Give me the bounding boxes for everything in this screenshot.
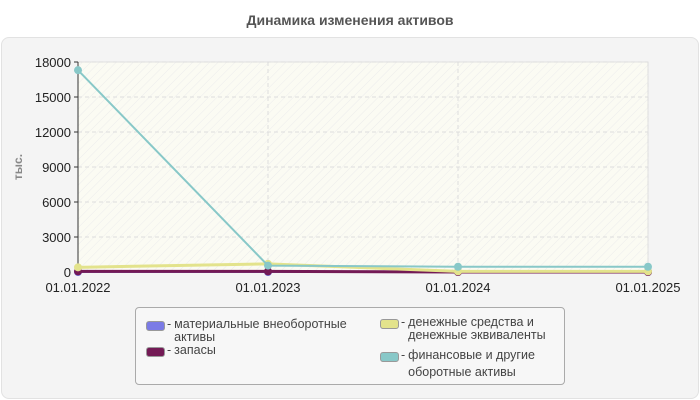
legend-swatch-icon xyxy=(146,347,165,357)
legend-label: денежные средства и денежные эквиваленты xyxy=(408,315,546,342)
y-tick-label: 15000 xyxy=(35,90,71,105)
x-tick-label: 01.01.2025 xyxy=(615,280,680,295)
y-tick-label: 0 xyxy=(64,265,71,280)
legend-swatch-icon xyxy=(146,321,165,331)
legend-item-cash[interactable]: - денежные средства и денежные эквивален… xyxy=(380,316,560,342)
x-tick-label: 01.01.2023 xyxy=(235,280,300,295)
y-tick-label: 9000 xyxy=(42,160,71,175)
series-line xyxy=(77,69,648,268)
data-point[interactable] xyxy=(74,66,82,75)
y-tick-label: 6000 xyxy=(42,195,71,210)
data-point[interactable] xyxy=(454,262,462,271)
data-point[interactable] xyxy=(74,263,82,272)
data-point[interactable] xyxy=(644,262,652,271)
data-point[interactable] xyxy=(264,267,272,276)
series-lines xyxy=(74,66,652,276)
y-tick-label: 18000 xyxy=(35,55,71,70)
y-axis-ticks: 0 3000 6000 9000 12000 15000 18000 xyxy=(35,55,71,280)
y-tick-label: 3000 xyxy=(42,230,71,245)
legend-label: материальные внеоборотные активы xyxy=(174,317,347,344)
legend-swatch-icon xyxy=(380,352,399,362)
legend: - материальные внеоборотные активы - зап… xyxy=(135,307,565,385)
x-tick-label: 01.01.2024 xyxy=(425,280,490,295)
data-point[interactable] xyxy=(264,261,272,270)
legend-item-inventory[interactable]: - запасы xyxy=(146,344,361,357)
legend-label: запасы xyxy=(174,343,216,357)
series-line xyxy=(77,262,648,273)
y-tick-label: 12000 xyxy=(35,125,71,140)
chart-title: Динамика изменения активов xyxy=(246,12,454,28)
x-axis-ticks: 01.01.2022 01.01.2023 01.01.2024 01.01.2025 xyxy=(45,280,680,295)
y-axis-label: тыс. xyxy=(11,154,25,180)
legend-swatch-icon xyxy=(380,319,399,329)
legend-item-financial-assets[interactable]: - финансовые и другие оборотные активы xyxy=(380,347,560,381)
legend-item-tangible-assets[interactable]: - материальные внеоборотные активы xyxy=(146,318,361,344)
x-tick-label: 01.01.2022 xyxy=(45,280,110,295)
legend-label: финансовые и другие оборотные активы xyxy=(408,348,535,379)
